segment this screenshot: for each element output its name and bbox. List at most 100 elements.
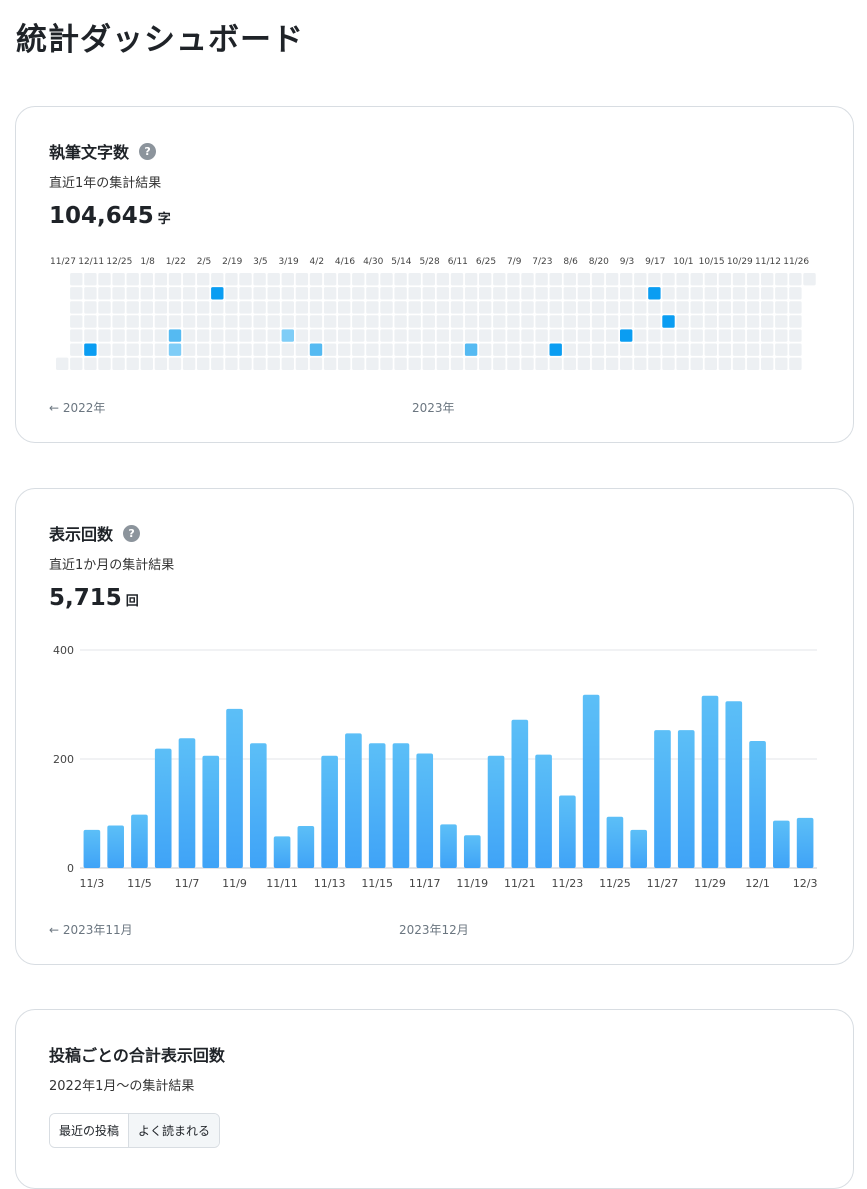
heatmap-cell[interactable] (746, 343, 760, 356)
heatmap-cell[interactable] (239, 273, 252, 286)
heatmap-cell[interactable] (775, 329, 788, 342)
heatmap-cell[interactable] (323, 357, 337, 370)
heatmap-cell[interactable] (704, 357, 717, 370)
heatmap-cell-active[interactable] (464, 343, 478, 356)
heatmap-cell[interactable] (84, 357, 97, 370)
bar-11/19[interactable] (463, 835, 481, 868)
heatmap-cell[interactable] (225, 287, 238, 300)
heatmap-cell[interactable] (521, 287, 534, 300)
heatmap-cell[interactable] (746, 273, 760, 286)
bar-11/27[interactable] (654, 730, 671, 868)
heatmap-cell[interactable] (126, 301, 139, 314)
heatmap-cell[interactable] (253, 343, 266, 356)
heatmap-cell[interactable] (56, 357, 69, 370)
heatmap-cell[interactable] (493, 273, 506, 286)
heatmap-cell[interactable] (380, 315, 393, 328)
heatmap-cell[interactable] (507, 287, 520, 300)
heatmap-cell[interactable] (535, 343, 548, 356)
heatmap-cell[interactable] (98, 343, 111, 356)
heatmap-cell[interactable] (211, 315, 224, 328)
heatmap-cell[interactable] (197, 329, 210, 342)
heatmap-cell[interactable] (493, 315, 506, 328)
bar-11/15[interactable] (368, 743, 386, 868)
heatmap-cell[interactable] (338, 273, 351, 286)
heatmap-cell[interactable] (408, 315, 421, 328)
heatmap-cell[interactable] (746, 287, 760, 300)
heatmap-cell[interactable] (718, 301, 732, 314)
heatmap-cell[interactable] (535, 357, 548, 370)
heatmap-cell[interactable] (436, 343, 450, 356)
heatmap-cell[interactable] (464, 273, 478, 286)
heatmap-cell[interactable] (182, 315, 196, 328)
heatmap-cell[interactable] (535, 273, 548, 286)
heatmap-cell[interactable] (70, 357, 83, 370)
heatmap-cell[interactable] (464, 329, 478, 342)
heatmap-cell[interactable] (718, 287, 732, 300)
heatmap-cell[interactable] (380, 357, 393, 370)
heatmap-cell[interactable] (704, 343, 717, 356)
heatmap-cell[interactable] (323, 273, 337, 286)
heatmap-cell[interactable] (309, 357, 323, 370)
heatmap-cell[interactable] (676, 273, 689, 286)
heatmap-cell[interactable] (366, 273, 379, 286)
heatmap-cell[interactable] (690, 273, 703, 286)
heatmap-cell[interactable] (380, 273, 393, 286)
heatmap-cell[interactable] (352, 315, 365, 328)
heatmap-cell[interactable] (436, 301, 450, 314)
bar-12/3[interactable] (796, 817, 814, 868)
heatmap-cell[interactable] (422, 273, 435, 286)
heatmap-cell[interactable] (408, 343, 421, 356)
heatmap-cell-active[interactable] (662, 315, 675, 328)
heatmap-cell[interactable] (408, 273, 421, 286)
heatmap-cell[interactable] (239, 357, 252, 370)
bar-11/6[interactable] (154, 748, 172, 868)
heatmap-cell[interactable] (225, 273, 238, 286)
heatmap-cell[interactable] (394, 273, 407, 286)
bar-11/22[interactable] (535, 754, 552, 868)
heatmap-cell[interactable] (577, 329, 591, 342)
heatmap-cell[interactable] (732, 287, 746, 300)
heatmap-cell[interactable] (450, 357, 464, 370)
heatmap-cell[interactable] (98, 301, 111, 314)
heatmap-cell-active[interactable] (309, 343, 323, 356)
heatmap-cell[interactable] (648, 357, 661, 370)
heatmap-cell[interactable] (380, 329, 393, 342)
heatmap-cell[interactable] (436, 273, 450, 286)
heatmap-cell[interactable] (605, 301, 619, 314)
heatmap-cell[interactable] (775, 273, 788, 286)
heatmap-cell[interactable] (732, 273, 746, 286)
heatmap-cell[interactable] (761, 357, 774, 370)
bar-11/18[interactable] (440, 824, 457, 868)
heatmap-cell[interactable] (154, 273, 168, 286)
heatmap-cell[interactable] (112, 357, 125, 370)
heatmap-cell[interactable] (775, 287, 788, 300)
heatmap-cell[interactable] (366, 301, 379, 314)
heatmap-cell[interactable] (267, 329, 280, 342)
heatmap-cell[interactable] (267, 315, 280, 328)
heatmap-cell[interactable] (70, 315, 83, 328)
heatmap-cell[interactable] (98, 315, 111, 328)
heatmap-cell[interactable] (225, 315, 238, 328)
bar-11/26[interactable] (630, 829, 648, 868)
heatmap-cell[interactable] (563, 273, 576, 286)
heatmap-cell[interactable] (380, 301, 393, 314)
heatmap-cell[interactable] (338, 301, 351, 314)
heatmap-cell[interactable] (182, 287, 196, 300)
heatmap-cell[interactable] (521, 343, 534, 356)
heatmap-cell[interactable] (323, 315, 337, 328)
heatmap-cell[interactable] (803, 273, 816, 286)
heatmap-cell[interactable] (70, 301, 83, 314)
heatmap-cell[interactable] (732, 315, 746, 328)
heatmap-cell[interactable] (549, 273, 562, 286)
heatmap-cell[interactable] (253, 329, 266, 342)
heatmap-cell[interactable] (422, 343, 435, 356)
tab-recent-posts[interactable]: 最近の投稿 (50, 1114, 129, 1147)
heatmap-cell[interactable] (450, 329, 464, 342)
heatmap-cell[interactable] (521, 329, 534, 342)
heatmap-cell[interactable] (168, 301, 182, 314)
heatmap-cell[interactable] (295, 343, 309, 356)
heatmap-cell[interactable] (436, 329, 450, 342)
heatmap-cell[interactable] (690, 329, 703, 342)
heatmap-cell[interactable] (126, 357, 139, 370)
heatmap-cell[interactable] (634, 343, 647, 356)
